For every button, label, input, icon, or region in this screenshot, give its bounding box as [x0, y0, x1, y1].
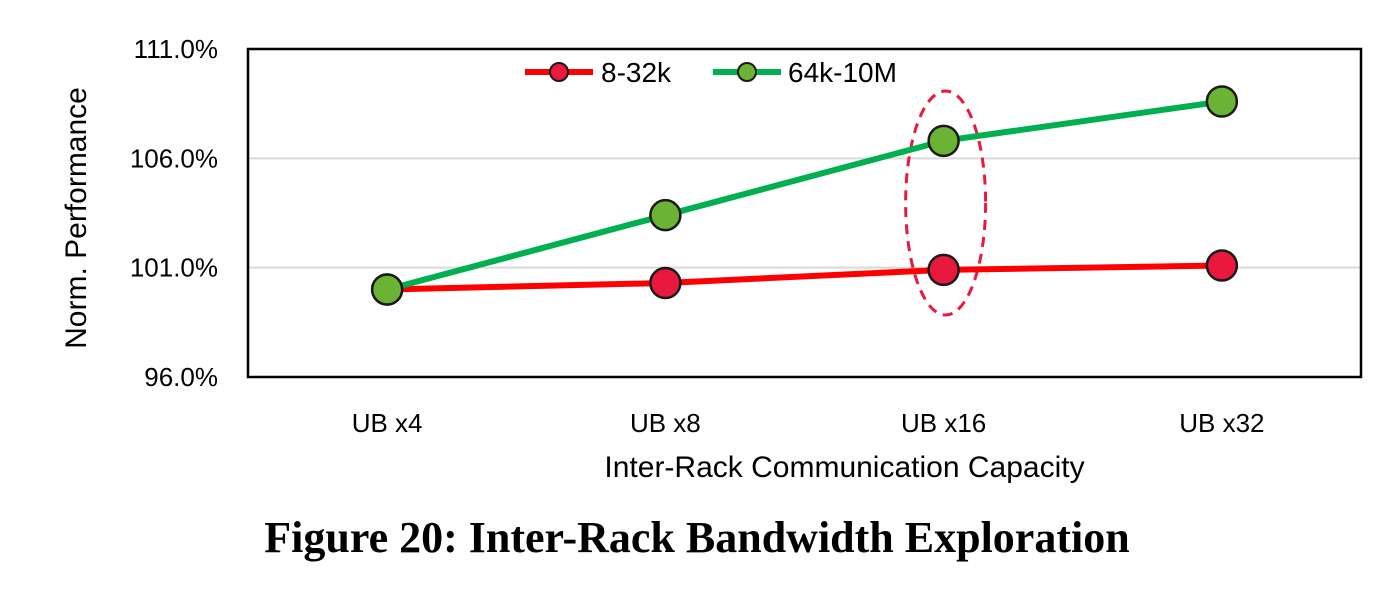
series-line-0 [387, 262, 1222, 293]
x-axis: UB x4 UB x8 UB x16 UB x32 [352, 408, 1265, 438]
plot-area [246, 47, 1363, 379]
series-point-1 [927, 124, 960, 158]
series-line-1 [386, 98, 1223, 293]
dashed-ellipse-highlight [904, 89, 988, 317]
y-tick-label: 106.0% [130, 143, 218, 173]
series-point-0 [927, 253, 960, 287]
x-tick-label: UB x16 [901, 408, 986, 438]
series-point-0 [1205, 249, 1239, 282]
y-axis: 96.0% 101.0% 106.0% 111.0% [130, 34, 218, 392]
legend-label: 8-32k [601, 57, 672, 88]
x-tick-label: UB x32 [1179, 408, 1264, 438]
y-axis-title: Norm. Performance [60, 87, 93, 349]
series-point-1 [649, 198, 682, 232]
figure-caption: Figure 20: Inter-Rack Bandwidth Explorat… [264, 513, 1130, 562]
gridlines [248, 157, 1361, 269]
legend-label: 64k-10M [788, 57, 897, 88]
legend: 8-32k 64k-10M [525, 57, 897, 88]
y-tick-label: 111.0% [134, 34, 218, 64]
y-tick-label: 96.0% [144, 362, 218, 392]
plot-border [246, 47, 1363, 379]
legend-marker [737, 62, 757, 82]
x-tick-label: UB x4 [352, 408, 423, 438]
x-tick-label: UB x8 [630, 408, 701, 438]
highlight-annotation [904, 89, 988, 317]
series-point-0 [649, 266, 682, 300]
y-tick-label: 101.0% [130, 253, 218, 283]
series-layer [370, 85, 1239, 306]
line-chart: 96.0% 101.0% 106.0% 111.0% UB x4 UB x8 UB x16… [60, 34, 1363, 484]
x-axis-title: Inter-Rack Communication Capacity [604, 451, 1084, 484]
legend-marker [549, 62, 569, 82]
series-point-1 [1205, 85, 1239, 118]
series-point-1 [370, 273, 404, 306]
